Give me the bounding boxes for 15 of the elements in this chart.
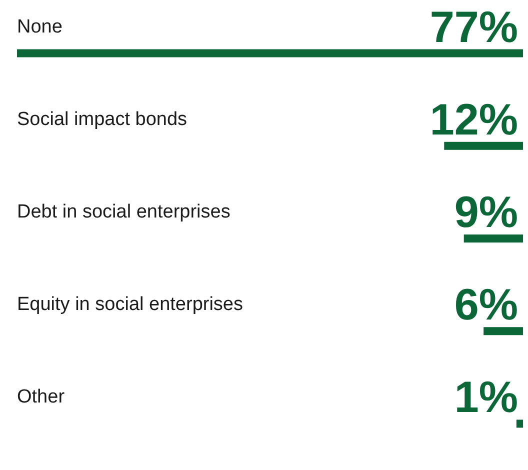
bar (464, 234, 523, 242)
y-tick-label: Other (17, 386, 66, 408)
y-tick-label: Equity in social enterprises (17, 294, 243, 316)
data-label: 77% (430, 2, 518, 52)
data-label: 12% (430, 95, 518, 144)
bar (444, 142, 523, 150)
y-tick-label: Social impact bonds (17, 108, 188, 130)
y-tick-label: Debt in social enterprises (17, 202, 230, 222)
data-label: 9% (454, 188, 518, 237)
y-tick-label: None (17, 16, 62, 38)
data-label: 6% (454, 280, 518, 330)
data-label: 1% (454, 373, 518, 422)
bar (484, 327, 523, 336)
bar (516, 420, 523, 428)
bar (17, 49, 523, 58)
